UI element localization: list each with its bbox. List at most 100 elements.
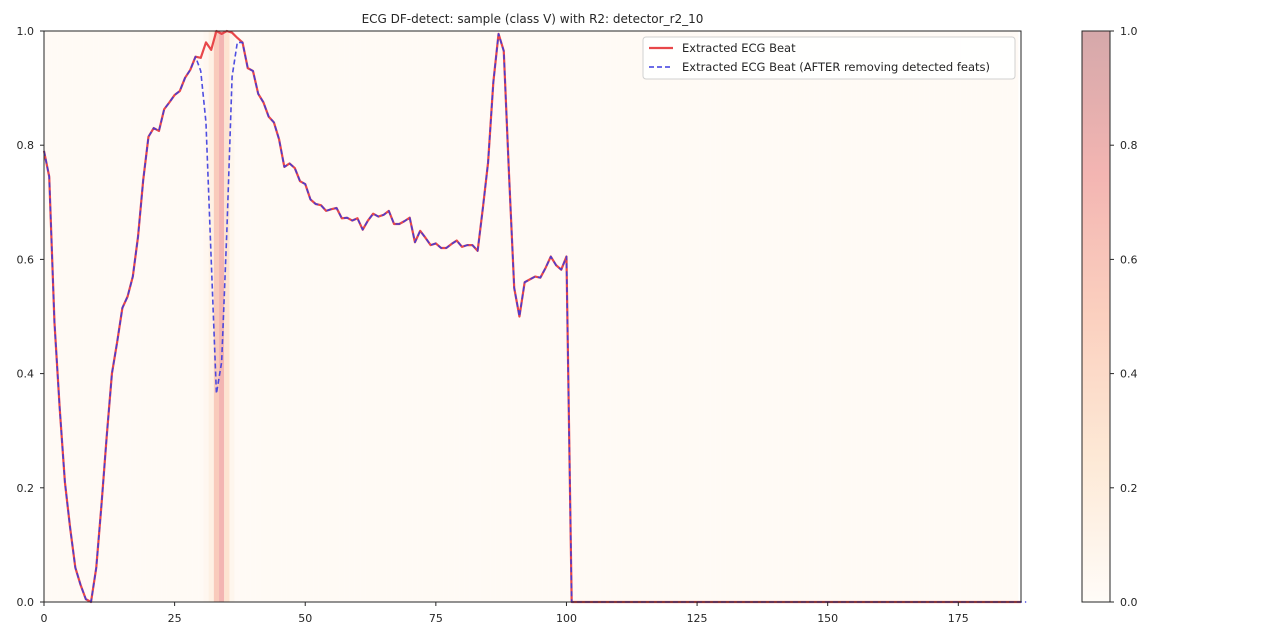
heat-cell bbox=[657, 31, 664, 602]
heat-cell bbox=[673, 31, 679, 602]
heat-cell bbox=[804, 31, 810, 602]
heat-cell bbox=[830, 31, 836, 602]
heat-cell bbox=[44, 31, 47, 602]
heat-cell bbox=[835, 31, 841, 602]
colorbar-tick-label: 0.4 bbox=[1120, 368, 1138, 381]
heat-cell bbox=[307, 31, 314, 602]
heat-cell bbox=[960, 31, 967, 602]
heat-cell bbox=[433, 31, 439, 602]
heat-cell bbox=[417, 31, 423, 602]
heat-cell bbox=[856, 31, 862, 602]
heat-cell bbox=[57, 31, 63, 602]
heat-cell bbox=[913, 31, 920, 602]
heat-cell bbox=[981, 31, 988, 602]
heat-cell bbox=[872, 31, 878, 602]
x-tick-label: 150 bbox=[817, 612, 838, 625]
heat-cell bbox=[375, 31, 381, 602]
heat-cell bbox=[987, 31, 993, 602]
heat-cell bbox=[898, 31, 904, 602]
heat-cell bbox=[161, 31, 167, 602]
heat-cell bbox=[689, 31, 695, 602]
heat-cell bbox=[77, 31, 84, 602]
heat-cell bbox=[506, 31, 512, 602]
heat-cell bbox=[297, 31, 303, 602]
heat-cell bbox=[172, 31, 178, 602]
heat-cell bbox=[579, 31, 585, 602]
heat-cell bbox=[495, 31, 502, 602]
heat-cell bbox=[145, 31, 152, 602]
heat-cell bbox=[1013, 31, 1019, 602]
heat-cell bbox=[715, 31, 721, 602]
heat-cell bbox=[542, 31, 549, 602]
heat-cell bbox=[569, 31, 575, 602]
heat-cell bbox=[966, 31, 972, 602]
heat-cell bbox=[783, 31, 789, 602]
legend: Extracted ECG Beat Extracted ECG Beat (AF… bbox=[642, 36, 1016, 80]
heat-cell bbox=[616, 31, 622, 602]
heat-cell bbox=[558, 31, 564, 602]
heat-cell bbox=[934, 31, 941, 602]
heat-cell bbox=[229, 31, 235, 602]
heat-cell bbox=[260, 31, 267, 602]
heat-cell bbox=[328, 31, 334, 602]
heat-cell bbox=[391, 31, 397, 602]
heat-cell bbox=[684, 31, 690, 602]
heat-cell bbox=[772, 31, 779, 602]
heat-cell bbox=[454, 31, 460, 602]
heat-cell bbox=[114, 31, 120, 602]
heat-cell bbox=[532, 31, 538, 602]
heat-cell bbox=[203, 31, 209, 602]
heat-cell bbox=[652, 31, 658, 602]
heat-cell bbox=[694, 31, 700, 602]
heat-cell bbox=[678, 31, 685, 602]
heat-cell bbox=[1007, 31, 1014, 602]
heat-cell bbox=[757, 31, 763, 602]
heat-cell bbox=[192, 31, 199, 602]
heat-cell bbox=[903, 31, 909, 602]
heat-cell bbox=[976, 31, 982, 602]
x-tick-label: 125 bbox=[687, 612, 708, 625]
heat-cell bbox=[140, 31, 146, 602]
heat-cell bbox=[793, 31, 799, 602]
heat-cell bbox=[119, 31, 125, 602]
heat-cell bbox=[626, 31, 632, 602]
heat-cell bbox=[589, 31, 596, 602]
heat-cell bbox=[490, 31, 496, 602]
x-tick-label: 50 bbox=[298, 612, 312, 625]
heat-cell bbox=[595, 31, 601, 602]
legend-label-2: Extracted ECG Beat (AFTER removing detec… bbox=[682, 60, 990, 74]
heat-cell bbox=[72, 31, 78, 602]
heat-cell bbox=[940, 31, 946, 602]
y-tick-label: 0.8 bbox=[17, 139, 35, 152]
heat-cell bbox=[574, 31, 580, 602]
heat-cell bbox=[46, 31, 52, 602]
heat-cell bbox=[762, 31, 768, 602]
x-tick-label: 0 bbox=[41, 612, 48, 625]
heat-cell bbox=[642, 31, 648, 602]
heat-cell bbox=[919, 31, 925, 602]
heat-cell bbox=[537, 31, 543, 602]
heat-cell bbox=[124, 31, 131, 602]
heat-cell bbox=[135, 31, 141, 602]
heat-cell bbox=[699, 31, 705, 602]
heat-cell bbox=[605, 31, 611, 602]
heat-cell bbox=[98, 31, 105, 602]
heat-cell bbox=[182, 31, 188, 602]
y-tick-label: 0.4 bbox=[17, 368, 35, 381]
heat-cell bbox=[166, 31, 173, 602]
heat-cell bbox=[156, 31, 162, 602]
heat-cell bbox=[276, 31, 282, 602]
heat-cell bbox=[239, 31, 246, 602]
heat-cell bbox=[266, 31, 272, 602]
heat-cell bbox=[198, 31, 204, 602]
heat-cell bbox=[208, 31, 214, 602]
heat-cell bbox=[151, 31, 157, 602]
heat-cell bbox=[177, 31, 183, 602]
heat-cell bbox=[825, 31, 831, 602]
heat-cell bbox=[480, 31, 486, 602]
heat-cell bbox=[631, 31, 637, 602]
heat-cell bbox=[636, 31, 643, 602]
heat-cell bbox=[751, 31, 758, 602]
heat-cell bbox=[522, 31, 528, 602]
heat-cell bbox=[511, 31, 517, 602]
